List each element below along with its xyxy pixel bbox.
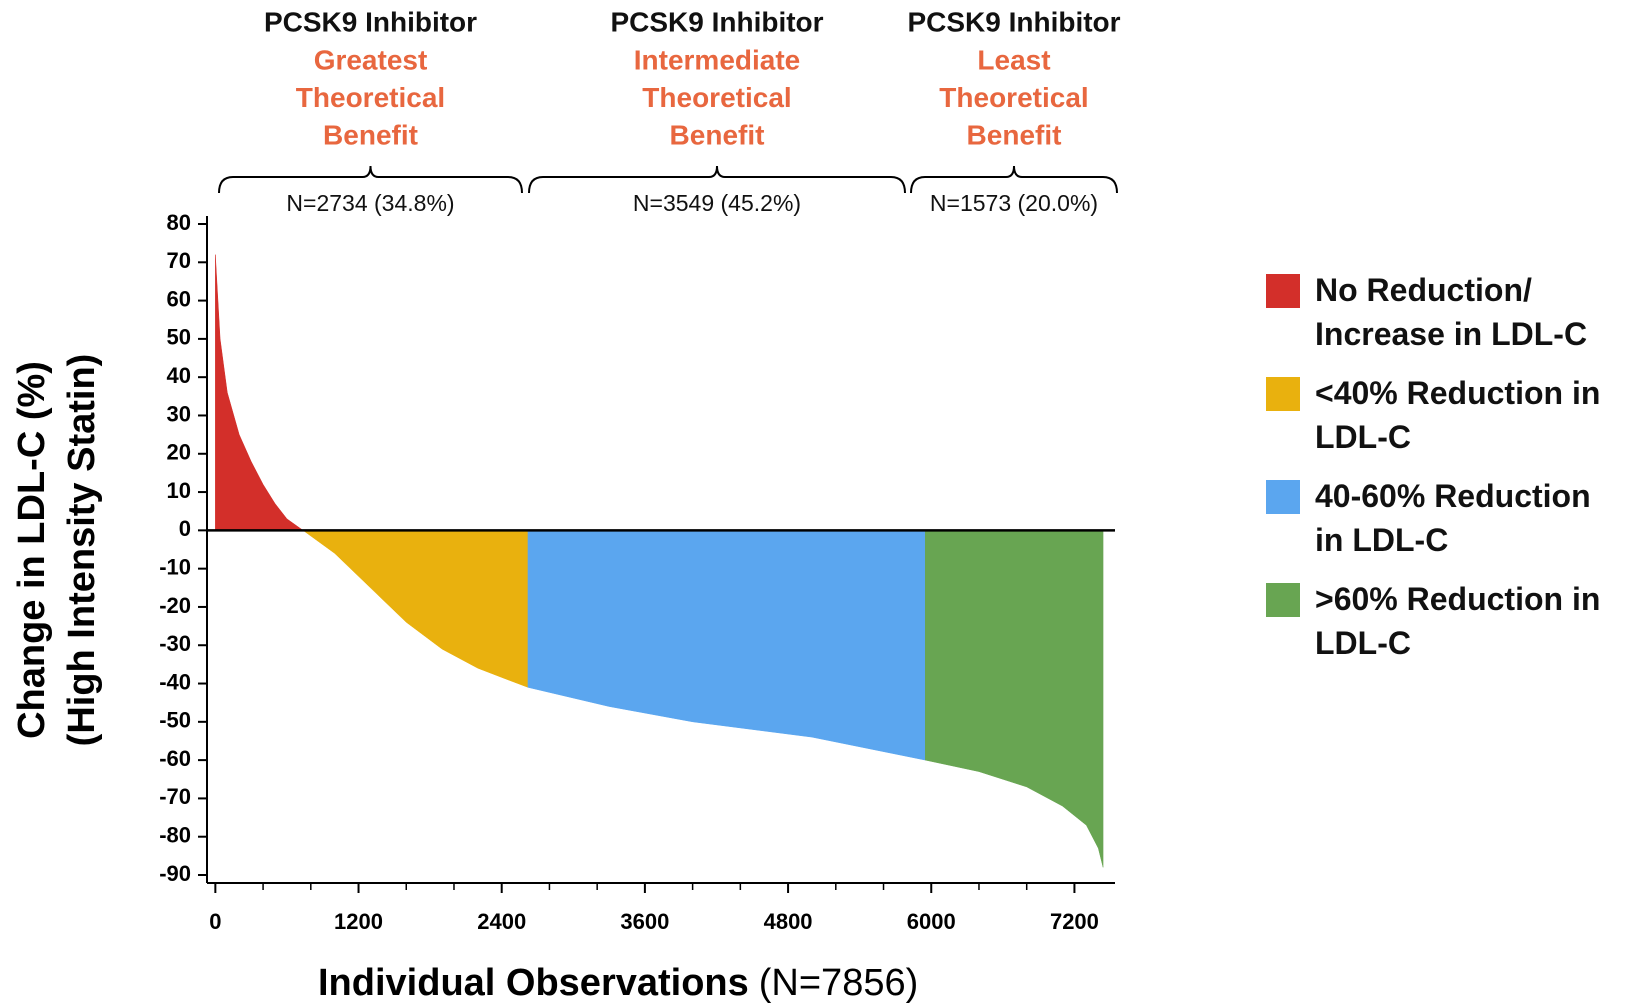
group-benefit: Benefit [323,119,418,150]
group-n: N=3549 (45.2%) [633,190,801,216]
y-tick-label: 60 [167,286,191,311]
group-n: N=1573 (20.0%) [930,190,1098,216]
group-benefit: Benefit [967,119,1062,150]
legend-label: >60% Reduction in LDL-C [1315,581,1601,661]
area [527,530,926,761]
y-axis-label: Change in LDL-C (%) [11,361,53,739]
y-tick-label: 70 [167,248,191,273]
area [302,530,529,688]
x-axis-note: (N=7856) [759,962,918,1004]
legend: No Reduction/ Increase in LDL-C <40% Redu… [1266,268,1636,680]
legend-item: >60% Reduction in LDL-C [1266,577,1636,665]
y-tick-label: 80 [167,210,191,235]
area [215,254,304,531]
x-axis-label: Individual Observations [318,962,749,1004]
y-tick-label: 10 [167,478,191,503]
y-tick-label: -50 [159,708,191,733]
y-tick-label: 30 [167,401,191,426]
area [925,530,1104,868]
group-benefit: Theoretical [939,82,1088,113]
bracket [218,165,523,194]
legend-label: No Reduction/ Increase in LDL-C [1315,272,1588,352]
y-tick-label: -10 [159,554,191,579]
y-axis-label: (High Intensity Statin) [61,354,103,747]
group-benefit: Theoretical [642,82,791,113]
legend-label: <40% Reduction in LDL-C [1315,375,1601,455]
legend-swatch [1266,583,1300,617]
x-tick-label: 1200 [334,909,383,934]
y-tick-label: -80 [159,823,191,848]
bracket [528,165,906,194]
y-tick-label: -40 [159,669,191,694]
y-tick-label: -70 [159,784,191,809]
y-tick-label: 40 [167,363,191,388]
x-tick-label: 7200 [1050,909,1099,934]
x-tick-label: 6000 [907,909,956,934]
x-tick-label: 2400 [477,909,526,934]
group-benefit: Greatest [314,44,428,75]
bracket [910,165,1118,194]
group-title: PCSK9 Inhibitor [907,6,1120,37]
group-title: PCSK9 Inhibitor [610,6,823,37]
x-axis-label: Individual Observations (N=7856) [318,962,918,1004]
group-benefit: Benefit [670,119,765,150]
y-tick-label: -60 [159,746,191,771]
y-tick-label: -20 [159,593,191,618]
group-benefit: Theoretical [296,82,445,113]
x-tick-label: 4800 [764,909,813,934]
legend-item: 40-60% Reduction in LDL-C [1266,474,1636,562]
group-title: PCSK9 Inhibitor [264,6,477,37]
x-tick-label: 0 [209,909,221,934]
y-tick-label: 0 [179,516,191,541]
x-tick-label: 3600 [620,909,669,934]
y-tick-label: -90 [159,861,191,886]
legend-swatch [1266,274,1300,308]
y-tick-label: 50 [167,325,191,350]
legend-label: 40-60% Reduction in LDL-C [1315,478,1591,558]
y-tick-label: -30 [159,631,191,656]
group-benefit: Intermediate [634,44,801,75]
group-n: N=2734 (34.8%) [286,190,454,216]
y-tick-label: 20 [167,440,191,465]
legend-item: No Reduction/ Increase in LDL-C [1266,268,1636,356]
legend-swatch [1266,377,1300,411]
group-benefit: Least [977,44,1050,75]
legend-item: <40% Reduction in LDL-C [1266,371,1636,459]
legend-swatch [1266,480,1300,514]
